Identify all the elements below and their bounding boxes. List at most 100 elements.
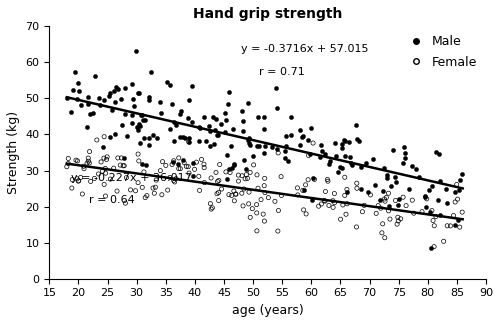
Point <box>261 201 269 206</box>
Point <box>274 175 282 180</box>
Point <box>94 160 102 165</box>
Point <box>64 161 72 166</box>
Point <box>214 184 222 189</box>
Point <box>102 154 110 159</box>
Point <box>226 123 234 128</box>
Point <box>384 191 392 196</box>
Point <box>142 84 150 89</box>
Point <box>170 184 177 189</box>
Point <box>260 194 268 199</box>
Point <box>100 177 108 182</box>
Point <box>383 155 391 160</box>
Point <box>304 190 312 195</box>
Point <box>139 128 147 133</box>
Point <box>214 167 222 172</box>
Point <box>170 104 178 109</box>
Point <box>248 188 256 193</box>
Point <box>170 169 177 174</box>
Point <box>432 173 440 178</box>
Point <box>195 182 203 187</box>
Point <box>432 216 440 221</box>
Point <box>412 172 420 177</box>
Point <box>284 135 292 140</box>
Point <box>260 163 268 168</box>
Point <box>360 214 368 219</box>
Point <box>299 202 307 207</box>
Point <box>244 133 252 138</box>
Point <box>240 217 248 222</box>
Point <box>252 177 260 182</box>
Point <box>244 195 252 201</box>
Point <box>196 132 204 137</box>
Point <box>158 192 166 197</box>
Point <box>176 152 184 157</box>
Point <box>95 116 103 122</box>
Point <box>318 198 326 203</box>
Point <box>120 88 128 94</box>
Point <box>113 177 121 182</box>
Point <box>232 189 239 194</box>
Point <box>343 190 351 195</box>
Point <box>304 203 312 208</box>
Point <box>232 130 240 135</box>
Point <box>310 182 318 187</box>
Point <box>257 211 265 216</box>
Point <box>169 103 177 108</box>
Point <box>156 162 164 167</box>
Point <box>342 218 350 223</box>
Point <box>182 166 190 171</box>
Point <box>259 204 267 209</box>
Point <box>386 209 394 214</box>
Point <box>416 220 424 226</box>
Point <box>246 187 254 192</box>
Point <box>230 170 238 176</box>
Point <box>452 231 460 237</box>
Point <box>352 189 360 194</box>
Point <box>196 208 203 213</box>
Point <box>308 166 316 171</box>
Point <box>181 101 189 106</box>
Point <box>71 115 79 121</box>
Point <box>132 102 140 108</box>
Point <box>166 122 174 127</box>
Point <box>102 162 110 167</box>
Point <box>443 216 451 221</box>
Point <box>408 181 416 186</box>
Point <box>348 164 356 169</box>
Point <box>346 163 354 168</box>
Point <box>156 145 164 150</box>
Point <box>254 148 262 153</box>
Point <box>249 179 257 184</box>
Point <box>244 161 252 166</box>
Point <box>224 145 232 151</box>
Point <box>352 200 360 205</box>
Point <box>130 140 138 145</box>
Point <box>309 177 317 182</box>
Point <box>330 208 338 213</box>
Point <box>456 233 464 238</box>
Point <box>194 98 202 103</box>
Point <box>116 181 124 186</box>
Point <box>334 144 342 149</box>
Point <box>451 215 459 221</box>
Point <box>213 176 221 181</box>
Point <box>100 151 108 156</box>
Point <box>430 218 438 224</box>
Point <box>150 172 158 177</box>
Point <box>336 178 344 183</box>
Point <box>274 208 282 213</box>
Point <box>216 153 224 158</box>
Point <box>184 168 192 173</box>
Point <box>452 196 460 202</box>
Point <box>234 188 242 193</box>
Point <box>230 120 238 125</box>
Point <box>355 141 363 146</box>
Point <box>394 171 402 177</box>
Point <box>224 146 232 151</box>
Point <box>300 139 308 144</box>
Point <box>254 189 262 194</box>
Point <box>106 129 114 134</box>
Point <box>200 161 208 166</box>
Point <box>294 190 302 195</box>
Point <box>114 98 122 103</box>
